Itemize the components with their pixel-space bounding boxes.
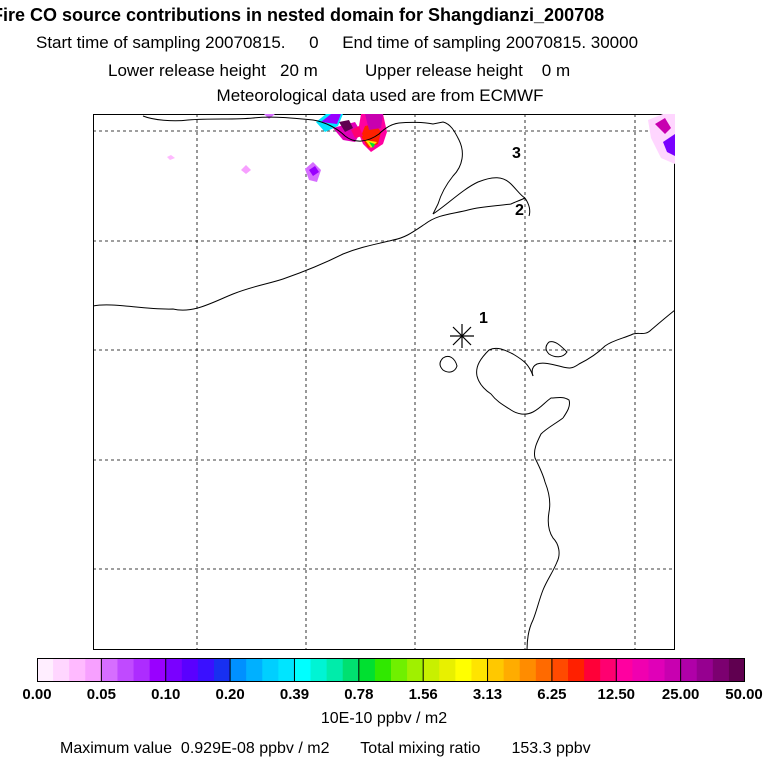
color-scale-swatch (455, 658, 472, 682)
sampling-times: Start time of sampling 20070815. 0 End t… (36, 33, 768, 53)
color-scale-tick-label: 50.00 (725, 686, 763, 703)
color-scale-swatch (600, 658, 617, 682)
color-scale-swatch (262, 658, 279, 682)
color-scale-swatch (439, 658, 456, 682)
plot-title: Fire CO source contributions in nested d… (0, 5, 605, 25)
color-scale-tick-label: 3.13 (472, 686, 503, 703)
lower-release-value: 20 m (280, 61, 318, 80)
color-scale-tick-label: 0.10 (151, 686, 181, 703)
color-scale-swatch (551, 658, 569, 682)
color-scale-swatch (519, 658, 537, 682)
color-scale-swatch (680, 658, 698, 682)
end-value: 20070815. 30000 (505, 33, 639, 52)
color-scale-swatch (85, 658, 102, 682)
max-value: 0.929E-08 ppbv / m2 (180, 740, 330, 757)
color-scale-swatch (37, 658, 54, 682)
color-scale-tick-label: 0.05 (86, 686, 116, 703)
color-scale-tick-label: 6.25 (537, 686, 567, 703)
color-scale-swatch (133, 658, 151, 682)
color-scale-swatch (391, 658, 408, 682)
color-scale-swatch (294, 658, 312, 682)
color-scale-swatch (101, 658, 118, 682)
start-value: 20070815. 0 (205, 33, 319, 52)
color-scale-swatch (358, 658, 376, 682)
color-scale-swatch (214, 658, 231, 682)
color-scale-swatch (165, 658, 183, 682)
color-scale-swatch (246, 658, 263, 682)
start-label: Start time of sampling (36, 33, 201, 52)
upper-release-label: Upper release height (365, 61, 523, 80)
color-scale-swatch (568, 658, 585, 682)
color-scale-swatch (471, 658, 489, 682)
color-scale-swatch (69, 658, 86, 682)
color-scale-swatch (664, 658, 682, 682)
marker-label-3: 3 (512, 145, 521, 162)
color-scale-frame (37, 658, 745, 682)
color-scale-swatch (230, 658, 247, 682)
color-scale-swatch (407, 658, 424, 682)
marker-label-2: 2 (515, 202, 524, 219)
color-scale-swatch (374, 658, 392, 682)
color-scale-swatch (53, 658, 70, 682)
release-heights: Lower release height 20 m Upper release … (108, 61, 768, 81)
total-mixing-value: 153.3 ppbv (511, 740, 591, 757)
color-scale-tick-label: 0.00 (22, 686, 52, 703)
color-scale-swatch (326, 658, 344, 682)
release-site-marker (450, 324, 474, 348)
color-scale-swatch (503, 658, 521, 682)
max-value-label: Maximum value (60, 740, 173, 757)
color-scale-swatch (616, 658, 633, 682)
color-scale-tick-label: 0.20 (215, 686, 245, 703)
color-scale-swatch (632, 658, 649, 682)
color-scale-swatch (423, 658, 440, 682)
color-scale-tick-label: 12.50 (597, 686, 636, 703)
color-scale-swatch (181, 658, 199, 682)
color-scale-swatch (117, 658, 135, 682)
color-scale-tick-label: 0.78 (344, 686, 374, 703)
upper-release-value: 0 m (541, 61, 571, 80)
color-scale-swatch (648, 658, 666, 682)
color-scale-swatch (278, 658, 295, 682)
total-mixing-label: Total mixing ratio (360, 740, 481, 757)
color-scale-tick-label: 1.56 (408, 686, 438, 703)
lower-release-label: Lower release height (108, 61, 266, 80)
coastlines-borders (93, 115, 675, 650)
color-scale-swatch (728, 658, 745, 682)
end-label: End time of sampling (342, 33, 501, 52)
map-frame (93, 114, 675, 650)
color-scale-unit: 10E-10 ppbv / m2 (320, 710, 448, 727)
color-scale-swatch (487, 658, 505, 682)
met-data-note: Meteorological data used are from ECMWF (216, 86, 544, 105)
color-scale-swatch (310, 658, 328, 682)
color-scale-tick-label: 0.39 (279, 686, 310, 703)
map-panel: 1 2 3 (93, 114, 675, 650)
color-scale-swatch (197, 658, 215, 682)
color-scale-swatch (712, 658, 730, 682)
color-scale-tick-label: 25.00 (661, 686, 700, 703)
color-scale-swatch (696, 658, 714, 682)
color-scale-swatch (342, 658, 360, 682)
color-scale-swatch (584, 658, 601, 682)
marker-label-1: 1 (479, 310, 488, 327)
color-scale-swatch (149, 658, 167, 682)
footer-stats: Maximum value 0.929E-08 ppbv / m2 Total … (60, 740, 591, 758)
color-scale-bar (37, 658, 745, 682)
color-scale-swatch (535, 658, 553, 682)
source-contributions (167, 114, 675, 182)
